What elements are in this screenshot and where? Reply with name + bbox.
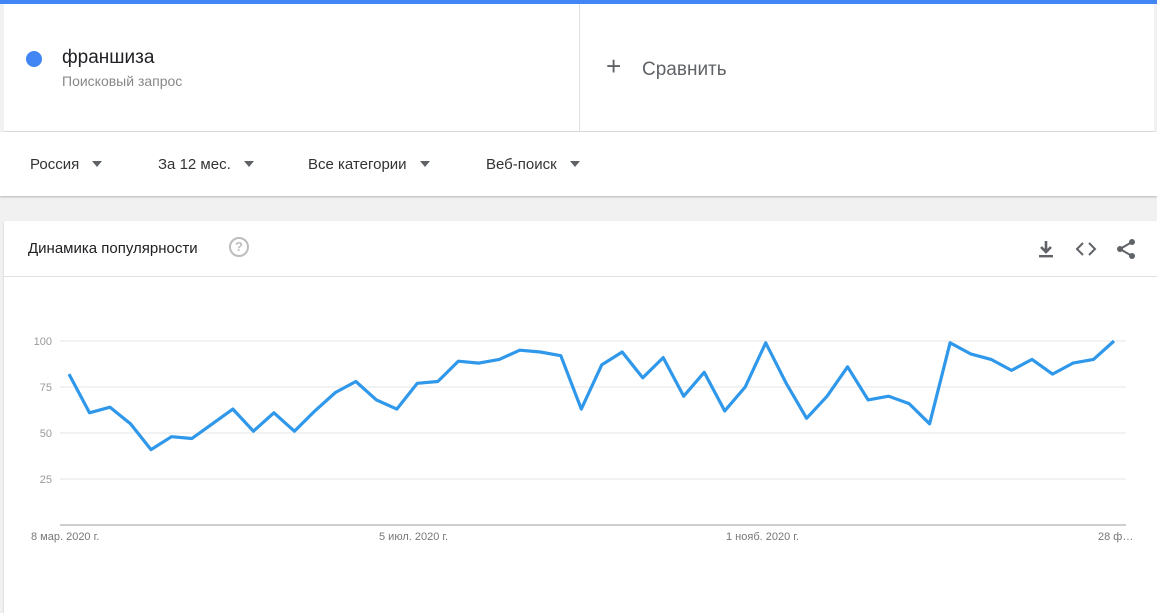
y-tick-label: 100 (34, 336, 52, 348)
search-terms-panel: франшиза Поисковый запрос + Сравнить (4, 4, 1154, 132)
search-type-label: Веб-поиск (486, 155, 557, 173)
period-label: За 12 мес. (158, 155, 231, 173)
chevron-down-icon (419, 161, 430, 167)
search-type-dropdown[interactable]: Веб-поиск (486, 132, 580, 196)
interest-over-time-card: Динамика популярности ? 25 50 75 100 8 мар. … (4, 221, 1157, 613)
series-line[interactable] (67, 339, 1116, 452)
y-tick-label: 50 (40, 428, 52, 440)
y-tick-label: 25 (40, 474, 52, 486)
y-tick-label: 75 (40, 382, 52, 394)
x-tick-label: 5 июл. 2020 г. (379, 531, 448, 543)
share-icon[interactable] (1114, 237, 1138, 261)
chevron-down-icon (569, 161, 580, 167)
x-tick-label: 28 ф… (1098, 531, 1133, 543)
x-tick-label: 8 мар. 2020 г. (31, 531, 99, 543)
chevron-down-icon (92, 161, 103, 167)
period-dropdown[interactable]: За 12 мес. (158, 132, 254, 196)
plus-icon: + (606, 51, 622, 81)
search-term-type: Поисковый запрос (62, 73, 183, 89)
chevron-down-icon (243, 161, 254, 167)
search-term-name: франшиза (62, 47, 155, 68)
category-label: Все категории (308, 155, 407, 173)
x-tick-label: 1 нояб. 2020 г. (726, 531, 799, 543)
download-icon[interactable] (1034, 237, 1058, 261)
embed-code-icon[interactable] (1074, 237, 1098, 261)
filter-bar: Россия За 12 мес. Все категории Веб-поис… (0, 132, 1157, 196)
compare-label: Сравнить (642, 59, 727, 80)
card-title: Динамика популярности (28, 240, 198, 257)
compare-button[interactable]: + Сравнить (580, 4, 1154, 131)
help-icon[interactable]: ? (229, 237, 249, 257)
search-term-card[interactable]: франшиза Поисковый запрос (4, 4, 580, 131)
region-dropdown[interactable]: Россия (30, 132, 103, 196)
category-dropdown[interactable]: Все категории (308, 132, 430, 196)
region-label: Россия (30, 155, 80, 173)
trend-chart: 25 50 75 100 8 мар. 2020 г. 5 июл. 2020 г. 1 н… (31, 336, 1133, 543)
series-color-dot (26, 51, 42, 67)
card-divider (4, 276, 1157, 277)
top-accent-bar (0, 0, 1157, 4)
